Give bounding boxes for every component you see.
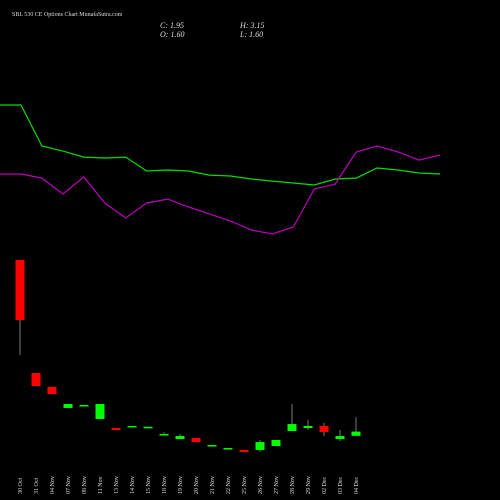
x-tick-label: 22 Nov: [226, 476, 232, 494]
candle-body: [111, 428, 121, 431]
x-tick-label: 04 Nov: [50, 476, 56, 494]
candle-body: [175, 436, 185, 440]
stat-high: H: 3.15: [239, 21, 264, 30]
candle-body: [335, 436, 345, 440]
x-tick-label: 02 Dec: [322, 477, 328, 494]
x-tick-label: 15 Nov: [146, 476, 152, 494]
x-tick-label: 07 Nov: [66, 476, 72, 494]
x-tick-label: 21 Nov: [210, 476, 216, 494]
candle-body: [63, 404, 73, 408]
indicator-line: [0, 104, 441, 186]
candle-body: [15, 260, 25, 321]
candle-body: [303, 425, 313, 429]
x-tick-label: 25 Nov: [242, 476, 248, 494]
candle-body: [143, 426, 153, 429]
candle-body: [271, 440, 281, 447]
x-tick-label: 28 Nov: [290, 476, 296, 494]
x-tick-label: 26 Nov: [258, 476, 264, 494]
stat-close: C: 1.95: [160, 21, 184, 30]
candle-body: [223, 448, 233, 450]
candle-body: [287, 424, 297, 432]
x-tick-label: 11 Nov: [98, 476, 104, 494]
candle-body: [239, 449, 249, 453]
candle-body: [95, 404, 105, 420]
stat-low: L: 1.60: [239, 30, 263, 39]
candle-body: [47, 386, 57, 395]
x-tick-label: 31 Oct: [34, 478, 40, 494]
chart-title: SBL 530 CE Options Chart MunafaSutra.com: [12, 11, 123, 18]
x-tick-label: 30 Oct: [18, 478, 24, 494]
x-tick-label: 04 Dec: [354, 477, 360, 494]
candle-body: [79, 404, 89, 407]
candle-body: [159, 434, 169, 436]
x-tick-label: 19 Nov: [178, 476, 184, 494]
x-tick-label: 18 Nov: [162, 476, 168, 494]
x-tick-label: 29 Nov: [306, 476, 312, 494]
candle-body: [127, 425, 137, 428]
x-tick-label: 20 Nov: [194, 476, 200, 494]
x-tick-label: 14 Nov: [130, 476, 136, 494]
stat-open: O: 1.60: [160, 30, 184, 39]
candle-body: [319, 425, 329, 432]
candle-body: [351, 431, 361, 436]
x-tick-label: 03 Dec: [338, 477, 344, 494]
indicator-line: [0, 145, 441, 235]
candle-body: [31, 373, 41, 387]
x-tick-label: 08 Nov: [82, 476, 88, 494]
candle-body: [191, 437, 201, 443]
x-tick-label: 13 Nov: [114, 476, 120, 494]
candle-body: [207, 445, 217, 447]
x-tick-label: 27 Nov: [274, 476, 280, 494]
candle-body: [255, 442, 265, 450]
